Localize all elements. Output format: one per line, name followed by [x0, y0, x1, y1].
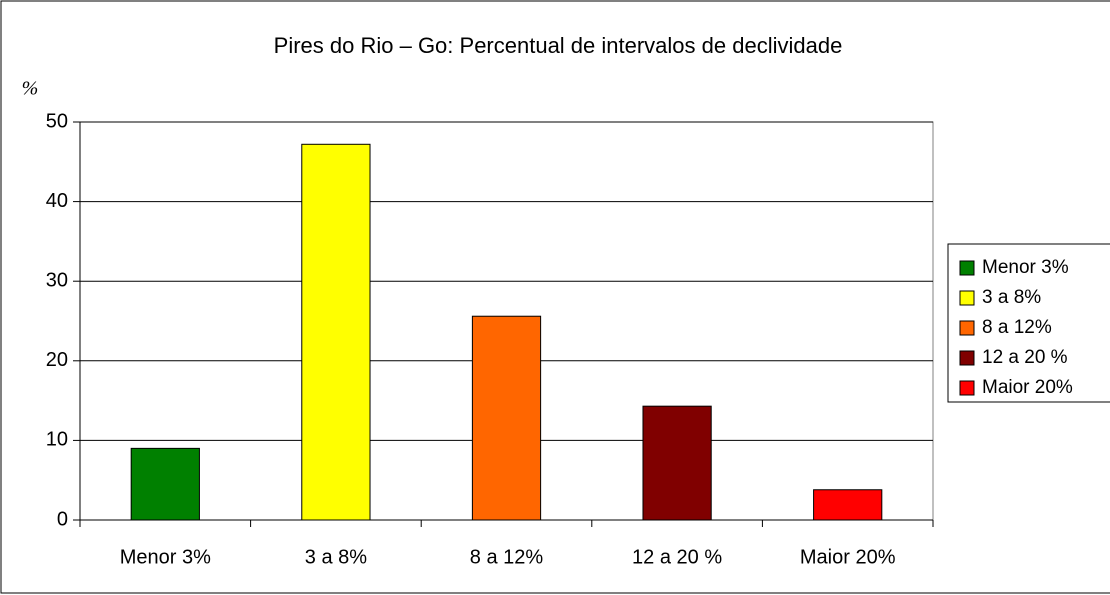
- y-tick-label: 50: [46, 110, 68, 132]
- legend-swatch: [959, 260, 975, 276]
- bar: [813, 489, 883, 521]
- legend-swatch: [959, 320, 975, 336]
- legend-box: [947, 243, 1110, 403]
- y-tick-label: 20: [46, 349, 68, 371]
- legend-swatch: [959, 380, 975, 396]
- y-tick-label: 40: [46, 190, 68, 212]
- legend-swatch: [959, 290, 975, 306]
- y-axis-label: %: [22, 78, 39, 100]
- y-tick-label: 10: [46, 429, 68, 451]
- bar: [301, 143, 371, 521]
- x-tick-label: 12 a 20 %: [632, 546, 722, 568]
- x-tick-label: Menor 3%: [120, 546, 211, 568]
- bar: [642, 405, 712, 521]
- y-tick-label: 30: [46, 269, 68, 291]
- legend-label: 12 a 20 %: [982, 347, 1068, 368]
- legend-label: 8 a 12%: [982, 317, 1052, 338]
- chart-title: Pires do Rio – Go: Percentual de interva…: [274, 33, 843, 58]
- x-tick-label: 3 a 8%: [305, 546, 367, 568]
- legend-label: Menor 3%: [982, 257, 1069, 278]
- legend-label: 3 a 8%: [982, 287, 1041, 308]
- bar: [130, 447, 200, 521]
- x-tick-label: Maior 20%: [800, 546, 896, 568]
- y-tick-label: 0: [57, 508, 68, 530]
- bar: [471, 315, 542, 521]
- legend-label: Maior 20%: [982, 377, 1073, 398]
- legend-swatch: [959, 350, 975, 366]
- x-tick-label: 8 a 12%: [470, 546, 544, 568]
